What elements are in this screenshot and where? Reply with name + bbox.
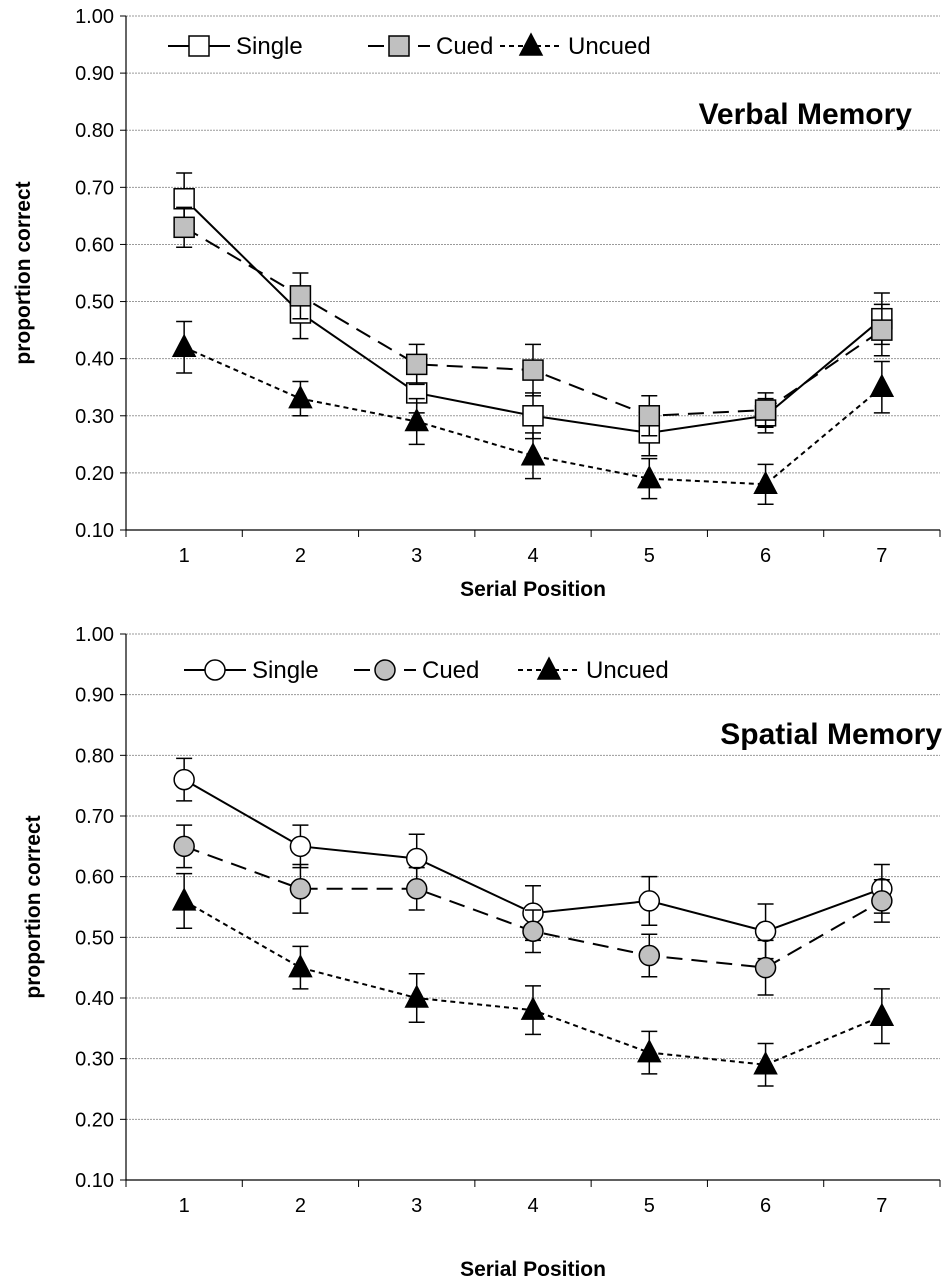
data-point-cued xyxy=(405,353,428,376)
panel-title: Spatial Memory xyxy=(720,718,942,751)
data-point-cued xyxy=(638,944,661,967)
data-point-cued xyxy=(522,920,544,943)
legend-marker-single xyxy=(188,35,210,57)
y-tick-label: 0.50 xyxy=(75,927,114,949)
data-point-cued xyxy=(173,216,195,239)
series-cued xyxy=(173,206,893,437)
data-point-cued xyxy=(638,405,661,427)
panel-title: Verbal Memory xyxy=(699,98,913,131)
x-tick-label: 3 xyxy=(411,1195,422,1217)
data-point-uncued xyxy=(520,442,546,466)
legend-label-single: Single xyxy=(236,33,303,60)
legend-label-uncued: Uncued xyxy=(568,33,651,60)
x-tick-label: 7 xyxy=(876,1195,887,1217)
y-axis-title: proportion correct xyxy=(22,815,45,998)
data-point-cued xyxy=(289,878,312,900)
x-tick-label: 3 xyxy=(411,545,422,567)
data-point-uncued xyxy=(288,954,313,978)
data-point-uncued xyxy=(869,373,895,397)
y-tick-label: 0.80 xyxy=(75,745,114,767)
x-tick-label: 6 xyxy=(760,545,771,567)
y-axis-title: proportion correct xyxy=(12,181,35,364)
series-uncued xyxy=(171,872,895,1087)
data-point-cued xyxy=(754,956,777,979)
y-tick-label: 0.90 xyxy=(75,63,114,85)
y-tick-label: 0.30 xyxy=(75,406,114,428)
x-tick-label: 6 xyxy=(760,1195,771,1217)
y-tick-label: 0.20 xyxy=(75,463,114,485)
legend-label-cued: Cued xyxy=(422,657,479,684)
legend-label-single: Single xyxy=(252,657,319,684)
legend: Single Cued Uncued xyxy=(184,656,669,684)
data-point-cued xyxy=(173,835,195,858)
data-point-cued xyxy=(289,285,312,307)
y-tick-label: 0.70 xyxy=(75,806,114,828)
x-tick-label: 1 xyxy=(179,1195,190,1217)
legend-label-uncued: Uncued xyxy=(586,657,669,684)
data-point-single xyxy=(173,768,195,791)
y-tick-label: 0.40 xyxy=(75,988,114,1010)
y-tick-label: 0.80 xyxy=(75,120,114,142)
y-tick-label: 0.40 xyxy=(75,349,114,371)
y-tick-label: 0.70 xyxy=(75,177,114,199)
series-single xyxy=(173,172,893,457)
data-point-uncued xyxy=(171,333,197,357)
data-point-uncued xyxy=(753,1051,778,1075)
legend-label-cued: Cued xyxy=(436,33,493,60)
data-point-cued xyxy=(754,399,777,421)
data-point-single xyxy=(522,405,544,427)
legend-marker-uncued xyxy=(536,656,562,680)
y-tick-label: 0.50 xyxy=(75,292,114,314)
data-point-cued xyxy=(405,878,428,900)
data-point-single xyxy=(638,890,661,912)
x-tick-label: 5 xyxy=(644,1195,655,1217)
legend-marker-cued xyxy=(388,35,410,57)
x-tick-label: 1 xyxy=(179,545,190,567)
legend-marker-uncued xyxy=(518,32,544,56)
data-point-uncued xyxy=(404,407,429,432)
legend-marker-single xyxy=(204,659,226,681)
x-tick-label: 2 xyxy=(295,545,306,567)
y-tick-label: 0.10 xyxy=(75,1170,114,1192)
y-tick-label: 1.00 xyxy=(75,6,114,28)
data-point-single xyxy=(289,835,312,858)
y-tick-label: 0.60 xyxy=(75,867,114,889)
data-point-uncued xyxy=(637,1038,662,1063)
x-tick-label: 4 xyxy=(527,545,538,567)
y-tick-label: 0.30 xyxy=(75,1049,114,1071)
data-point-single xyxy=(754,920,777,943)
data-point-uncued xyxy=(520,996,546,1020)
data-point-uncued xyxy=(869,1002,895,1026)
x-tick-label: 4 xyxy=(527,1195,538,1217)
y-tick-label: 0.90 xyxy=(75,685,114,707)
y-tick-label: 0.60 xyxy=(75,234,114,256)
data-point-single xyxy=(405,847,428,870)
legend-marker-cued xyxy=(374,659,396,681)
spatial-memory-panel: 0.10 0.20 0.30 0.40 0.50 0.60 0.70 0.80 0.90 1.00… xyxy=(22,624,942,1281)
data-point-uncued xyxy=(637,464,662,489)
series-uncued xyxy=(171,320,895,506)
x-tick-label: 7 xyxy=(876,545,887,567)
y-tick-label: 0.10 xyxy=(75,520,114,542)
data-point-single xyxy=(173,188,195,210)
data-point-uncued xyxy=(753,470,778,495)
series-cued xyxy=(173,824,893,996)
x-tick-label: 2 xyxy=(295,1195,306,1217)
x-tick-label: 5 xyxy=(644,545,655,567)
data-point-cued xyxy=(522,359,544,381)
x-axis-title: Serial Position xyxy=(460,578,606,601)
data-point-cued xyxy=(871,890,893,912)
y-tick-label: 1.00 xyxy=(75,624,114,646)
data-point-uncued xyxy=(171,887,197,911)
legend: Single Cued Uncued xyxy=(168,32,651,60)
y-tick-label: 0.20 xyxy=(75,1109,114,1131)
verbal-memory-panel: 0.10 0.20 0.30 0.40 0.50 0.60 0.70 0.80 0.90 1.00… xyxy=(12,6,941,601)
data-point-uncued xyxy=(288,385,313,409)
data-point-uncued xyxy=(404,984,429,1008)
data-point-cued xyxy=(871,319,893,341)
x-axis-title: Serial Position xyxy=(460,1258,606,1281)
